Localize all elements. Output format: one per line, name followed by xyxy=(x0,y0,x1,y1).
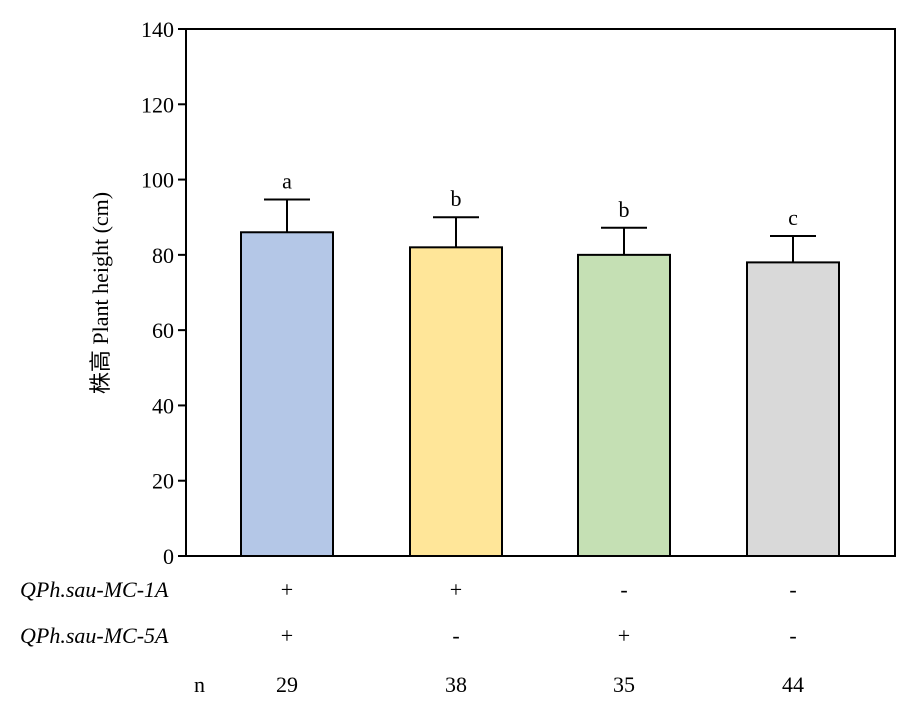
table-cell: - xyxy=(789,577,796,602)
table-cell: + xyxy=(281,577,293,602)
bar xyxy=(577,253,671,557)
y-tick-label: 140 xyxy=(141,17,174,42)
y-tick-label: 0 xyxy=(163,544,174,569)
table-cell: 44 xyxy=(782,672,804,697)
table-cell: + xyxy=(450,577,462,602)
table-cell: - xyxy=(789,623,796,648)
bar xyxy=(240,231,334,557)
table-row-label: n xyxy=(194,672,205,697)
table-row-label: QPh.sau-MC-5A xyxy=(20,623,169,648)
plot-frame xyxy=(185,28,896,557)
table-cell: + xyxy=(618,623,630,648)
table-cell: 38 xyxy=(445,672,467,697)
y-tick-label: 100 xyxy=(141,168,174,193)
y-tick-label: 120 xyxy=(141,92,174,117)
bar xyxy=(409,246,503,557)
significance-label: b xyxy=(451,186,462,211)
significance-label: c xyxy=(788,205,798,230)
y-tick-label: 60 xyxy=(152,318,174,343)
y-tick-label: 80 xyxy=(152,243,174,268)
y-tick-label: 40 xyxy=(152,393,174,418)
table-row-label: QPh.sau-MC-1A xyxy=(20,577,169,602)
table-cell: - xyxy=(620,577,627,602)
y-axis-title: 株高 Plant height (cm) xyxy=(88,192,113,394)
y-tick-label: 20 xyxy=(152,469,174,494)
table-cell: 29 xyxy=(276,672,298,697)
table-cell: 35 xyxy=(613,672,635,697)
bar xyxy=(746,261,840,557)
table-cell: - xyxy=(452,623,459,648)
significance-label: a xyxy=(282,169,292,194)
significance-label: b xyxy=(619,197,630,222)
table-cell: + xyxy=(281,623,293,648)
